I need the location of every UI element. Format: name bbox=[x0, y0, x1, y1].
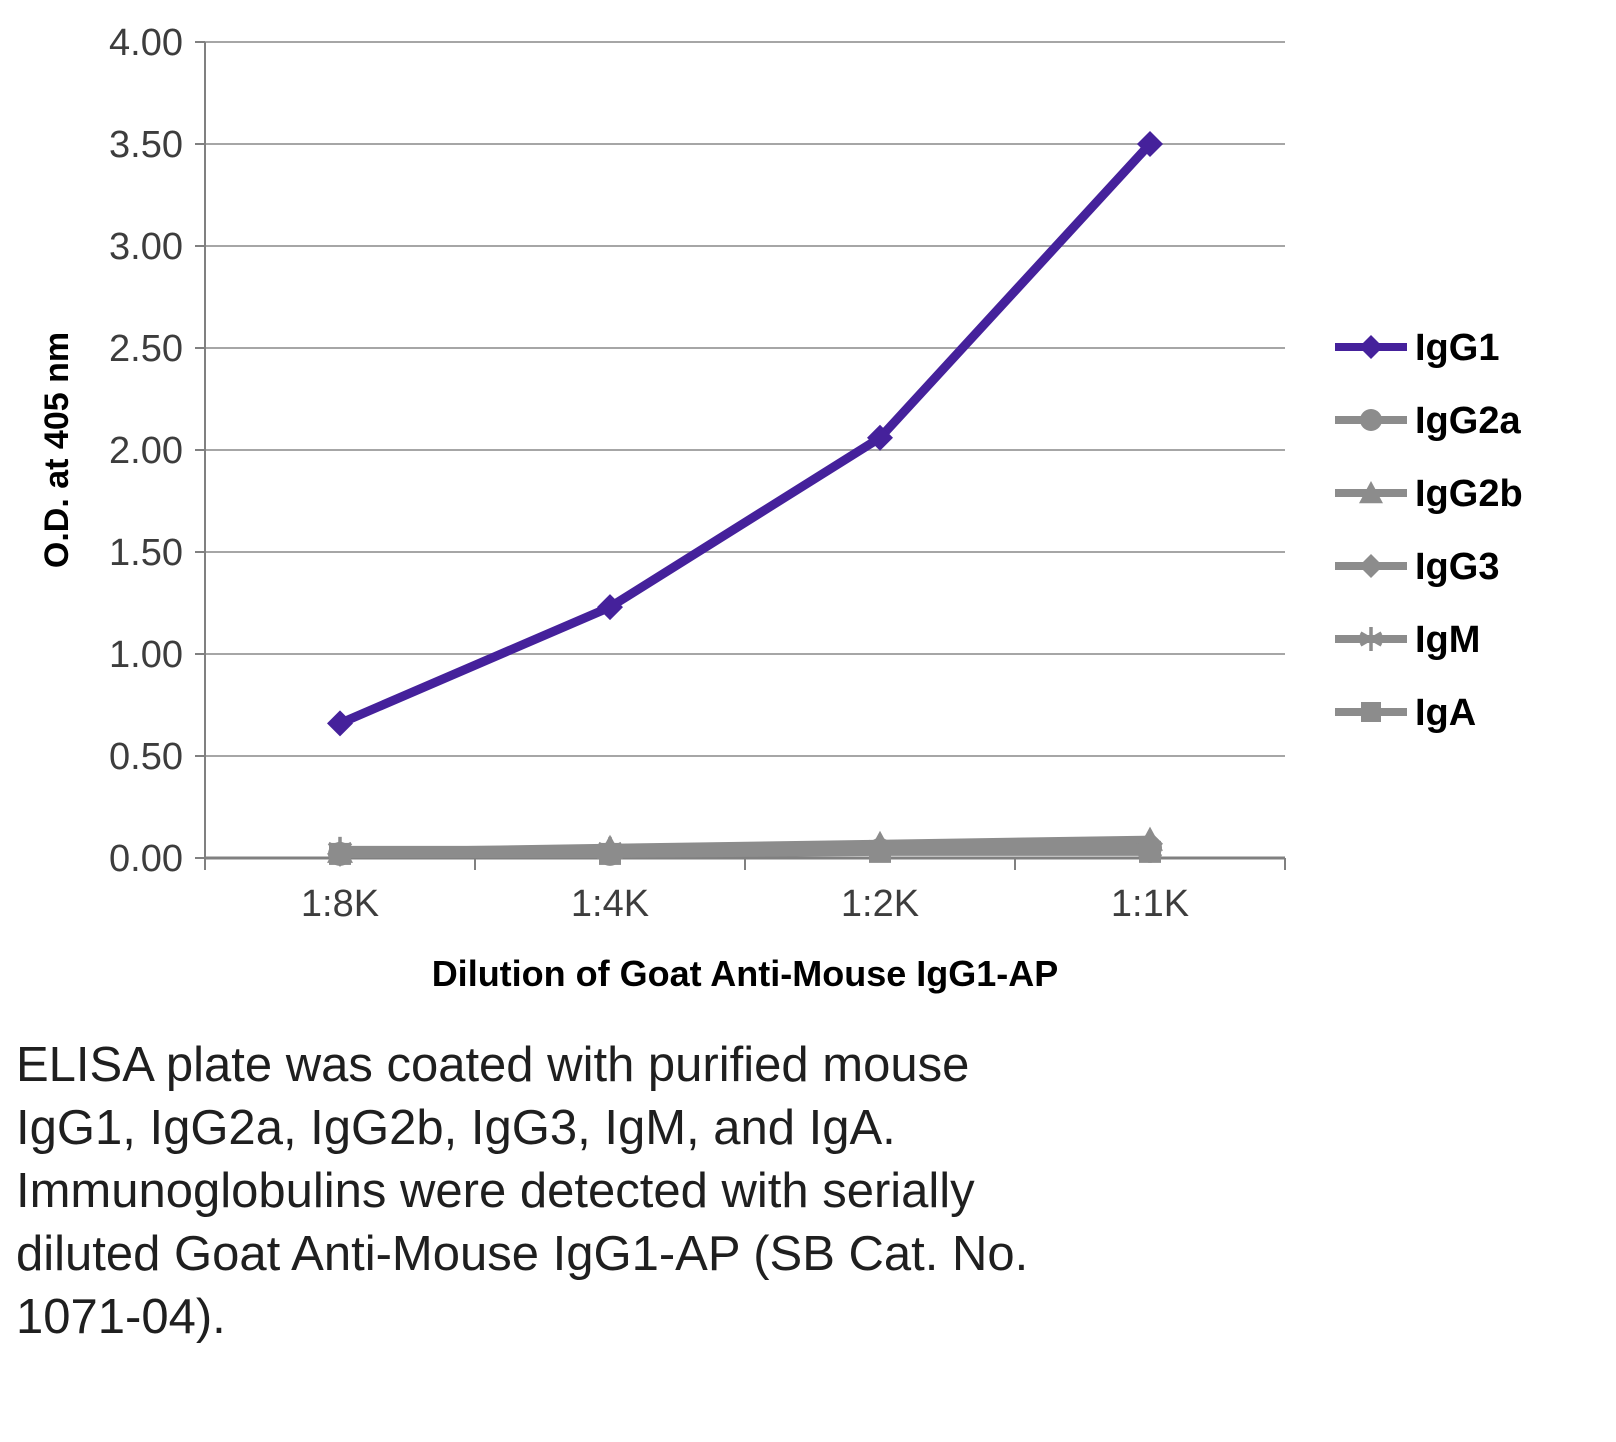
y-tick-label: 1.00 bbox=[109, 634, 183, 676]
x-tick-label: 1:2K bbox=[841, 883, 919, 925]
marker-legend-IgG2b bbox=[1359, 481, 1383, 504]
x-axis-title: Dilution of Goat Anti-Mouse IgG1-AP bbox=[432, 953, 1059, 994]
y-tick-label: 3.50 bbox=[109, 124, 183, 166]
series-line-IgG2a bbox=[336, 843, 1154, 858]
marker-IgG2a bbox=[1138, 835, 1162, 860]
marker-IgG1 bbox=[1137, 131, 1163, 157]
figure-caption: ELISA plate was coated with purified mou… bbox=[0, 1018, 1616, 1349]
y-tick-label: 0.50 bbox=[109, 736, 183, 778]
series-line-IgG1 bbox=[335, 139, 1155, 728]
marker-IgG2a bbox=[598, 841, 622, 866]
legend-label-IgG2b: IgG2b bbox=[1415, 473, 1523, 515]
x-tick-label: 1:1K bbox=[1111, 883, 1189, 925]
marker-legend-IgG3 bbox=[1359, 554, 1383, 578]
legend-label-IgG3: IgG3 bbox=[1415, 546, 1499, 588]
caption-line: diluted Goat Anti-Mouse IgG1-AP (SB Cat.… bbox=[16, 1227, 1029, 1281]
legend-label-IgA: IgA bbox=[1415, 692, 1476, 734]
marker-IgG1 bbox=[597, 594, 623, 621]
marker-legend-IgG1 bbox=[1359, 335, 1383, 359]
x-tick-label: 1:8K bbox=[301, 883, 379, 925]
line-chart: 0.00 0.50 1.00 1.50 2.00 2.50 3.00 3.50 4.00 1:8K… bbox=[38, 22, 1523, 994]
y-tick-label: 2.50 bbox=[109, 328, 183, 370]
caption-line: ELISA plate was coated with purified mou… bbox=[16, 1038, 970, 1092]
caption-line: 1071-04). bbox=[16, 1290, 226, 1344]
y-tick-label: 2.00 bbox=[109, 430, 183, 472]
marker-legend-IgA bbox=[1361, 702, 1381, 722]
y-tick-label: 4.00 bbox=[109, 22, 183, 64]
marker-legend-IgG2a bbox=[1360, 409, 1382, 431]
marker-IgG1 bbox=[327, 710, 353, 737]
caption-line: Immunoglobulins were detected with seria… bbox=[16, 1164, 975, 1218]
series-line-IgG2b bbox=[336, 835, 1154, 856]
y-tick-label: 3.00 bbox=[109, 226, 183, 268]
y-tick-label: 0.00 bbox=[109, 838, 183, 880]
y-tick-label: 1.50 bbox=[109, 532, 183, 574]
x-tick-label: 1:4K bbox=[571, 883, 649, 925]
legend-label-IgG2a: IgG2a bbox=[1415, 400, 1521, 442]
legend-label-IgG1: IgG1 bbox=[1415, 327, 1499, 369]
marker-IgG2a bbox=[328, 841, 352, 866]
asterisk-stroke bbox=[1359, 631, 1383, 647]
caption-line: IgG1, IgG2a, IgG2b, IgG3, IgM, and IgA. bbox=[16, 1101, 896, 1155]
y-axis-title: O.D. at 405 nm bbox=[38, 332, 76, 568]
marker-legend-IgM bbox=[1359, 627, 1383, 651]
marker-IgG1 bbox=[867, 424, 893, 451]
marker-IgG2a bbox=[868, 837, 892, 862]
legend-label-IgM: IgM bbox=[1415, 619, 1480, 661]
